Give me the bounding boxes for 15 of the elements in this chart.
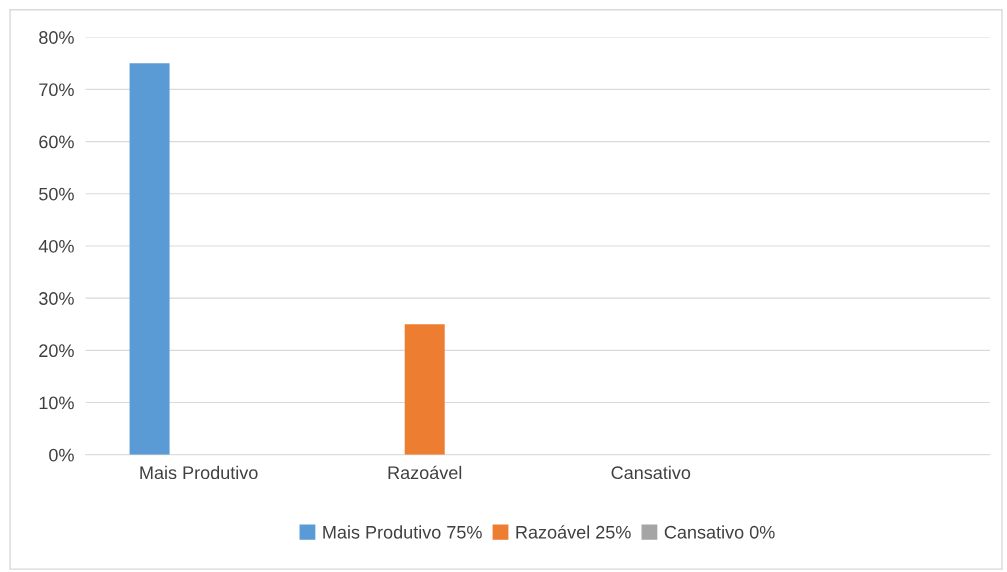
y-tick-label: 60% xyxy=(39,135,74,149)
y-tick-label: 20% xyxy=(39,344,74,358)
legend-label: Razoável 25% xyxy=(516,525,631,539)
y-tick-label: 10% xyxy=(39,396,74,410)
y-tick-label: 80% xyxy=(39,31,74,44)
y-tick-label: 50% xyxy=(39,187,74,201)
x-tick-label: Cansativo xyxy=(611,465,691,480)
y-tick-label: 40% xyxy=(38,239,74,253)
x-tick-label: Razoável xyxy=(388,465,462,480)
y-tick-label: 0% xyxy=(49,448,74,462)
legend-label: Mais Produtivo 75% xyxy=(323,525,482,539)
legend-label: Cansativo 0% xyxy=(664,525,775,539)
x-tick-label: Mais Produtivo xyxy=(140,465,258,480)
y-tick-label: 30% xyxy=(39,292,74,305)
y-tick-label: 70% xyxy=(39,83,74,97)
